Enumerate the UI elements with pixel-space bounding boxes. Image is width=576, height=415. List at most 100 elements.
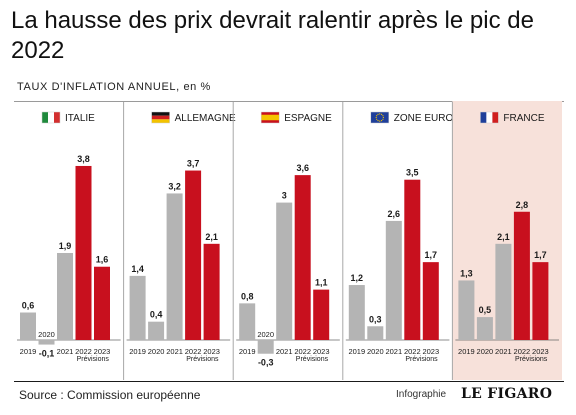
- bar-2021: [57, 252, 73, 340]
- year-label: 2021: [276, 347, 293, 356]
- year-label: 2021: [495, 347, 512, 356]
- year-label: 2023: [313, 347, 330, 356]
- value-label: 2,1: [205, 232, 218, 242]
- year-label: 2020: [257, 330, 274, 339]
- value-label: 0,5: [479, 305, 492, 315]
- flag-stripe: [42, 112, 48, 123]
- panel-label-france: FRANCE: [503, 113, 544, 124]
- flag-star: [376, 118, 378, 120]
- bar-2022: [294, 175, 311, 340]
- flag-stripe: [151, 119, 170, 123]
- year-label: 2023: [94, 347, 111, 356]
- year-label: 2020: [38, 330, 55, 339]
- value-label: 3,7: [187, 159, 200, 169]
- bar-2020: [476, 317, 493, 340]
- forecast-note: Prévisions: [515, 356, 548, 363]
- year-label: 2023: [203, 347, 220, 356]
- flag-border: [260, 111, 280, 124]
- eu-flag-icon: [370, 111, 390, 124]
- value-label: 1,7: [425, 250, 438, 260]
- value-label: 1,6: [96, 255, 109, 265]
- value-label: 3,5: [406, 168, 419, 178]
- flag-stripe: [48, 112, 54, 123]
- bar-2023: [203, 243, 220, 340]
- year-label: 2019: [348, 347, 365, 356]
- inflation-chart: ITALIE 0,6 2019 -0,1 2020 1,9 2021 3,8 2022 1,6 20…: [17, 101, 562, 380]
- bar-2019: [348, 285, 365, 340]
- bar-2020: [148, 321, 165, 340]
- flag-border: [480, 111, 499, 124]
- flag-star: [379, 120, 381, 122]
- value-label: 2,8: [516, 200, 529, 210]
- bar-2019: [129, 275, 146, 340]
- value-label: -0,1: [39, 349, 55, 359]
- chart-subtitle: TAUX D'INFLATION ANNUEL, en %: [17, 81, 211, 93]
- bar-2023: [94, 266, 110, 340]
- year-label: 2020: [148, 347, 165, 356]
- value-label: -0,3: [258, 358, 274, 368]
- panel-label-italie: ITALIE: [65, 113, 95, 124]
- flag-border: [370, 111, 390, 124]
- flag-star: [382, 115, 384, 117]
- flag-stripe: [151, 115, 170, 120]
- flag-star: [379, 113, 381, 115]
- value-label: 1,9: [59, 241, 72, 251]
- value-label: 1,2: [351, 273, 364, 283]
- forecast-note: Prévisions: [296, 356, 329, 363]
- flag-border: [151, 111, 170, 124]
- credit-label: Infographie: [396, 389, 447, 400]
- top-rule: [14, 101, 564, 102]
- flag-stripe: [480, 112, 487, 123]
- flag-stripe: [54, 112, 60, 123]
- source-note: Source : Commission européenne: [19, 388, 201, 402]
- flag-star: [375, 116, 377, 119]
- year-label: 2020: [367, 347, 384, 356]
- value-label: 3,2: [168, 181, 181, 191]
- year-label: 2021: [166, 347, 183, 356]
- year-label: 2021: [57, 347, 74, 356]
- flag-stripe: [486, 112, 493, 123]
- bottom-rule: [14, 381, 564, 382]
- bar-2019: [20, 312, 36, 340]
- value-label: 0,3: [369, 314, 382, 324]
- year-label: 2022: [294, 347, 311, 356]
- value-label: 1,3: [460, 268, 473, 278]
- flag-border: [41, 111, 61, 124]
- value-label: 0,4: [150, 310, 163, 320]
- value-label: 0,6: [22, 301, 35, 311]
- year-label: 2023: [532, 347, 549, 356]
- year-label: 2019: [129, 347, 146, 356]
- le-figaro-logo: LE FIGARO: [461, 386, 553, 402]
- flag-star: [382, 118, 384, 120]
- bar-2022: [404, 179, 421, 340]
- year-label: 2023: [422, 347, 439, 356]
- bar-2023: [532, 262, 549, 340]
- france-flag-icon: [480, 111, 499, 124]
- bar-2022: [185, 170, 202, 340]
- flag-star: [377, 120, 379, 122]
- year-label: 2020: [477, 347, 494, 356]
- flag-star: [381, 113, 383, 115]
- bar-2022: [75, 165, 92, 340]
- bar-2019: [458, 280, 475, 340]
- flag-field: [370, 112, 389, 123]
- value-label: 1,4: [131, 264, 144, 274]
- chart-title: La hausse des prix devrait ralentir aprè…: [11, 7, 534, 64]
- bar-2023: [422, 262, 439, 340]
- value-label: 1,7: [534, 250, 547, 260]
- bar-2021: [495, 243, 512, 340]
- bar-2021: [385, 220, 402, 340]
- bar-2021: [166, 193, 183, 340]
- year-label: 2022: [514, 347, 531, 356]
- year-label: 2019: [239, 347, 256, 356]
- italy-flag-icon: [41, 111, 61, 124]
- flag-star: [381, 120, 383, 122]
- spain-flag-icon: [260, 111, 280, 124]
- panel-label-zone-euro: ZONE EURO: [394, 113, 454, 124]
- panel-label-allemagne: ALLEMAGNE: [175, 113, 236, 124]
- value-label: 3: [282, 191, 287, 201]
- flag-star: [376, 115, 378, 117]
- bar-2019: [239, 303, 256, 340]
- forecast-note: Prévisions: [77, 356, 110, 363]
- value-label: 3,8: [77, 154, 90, 164]
